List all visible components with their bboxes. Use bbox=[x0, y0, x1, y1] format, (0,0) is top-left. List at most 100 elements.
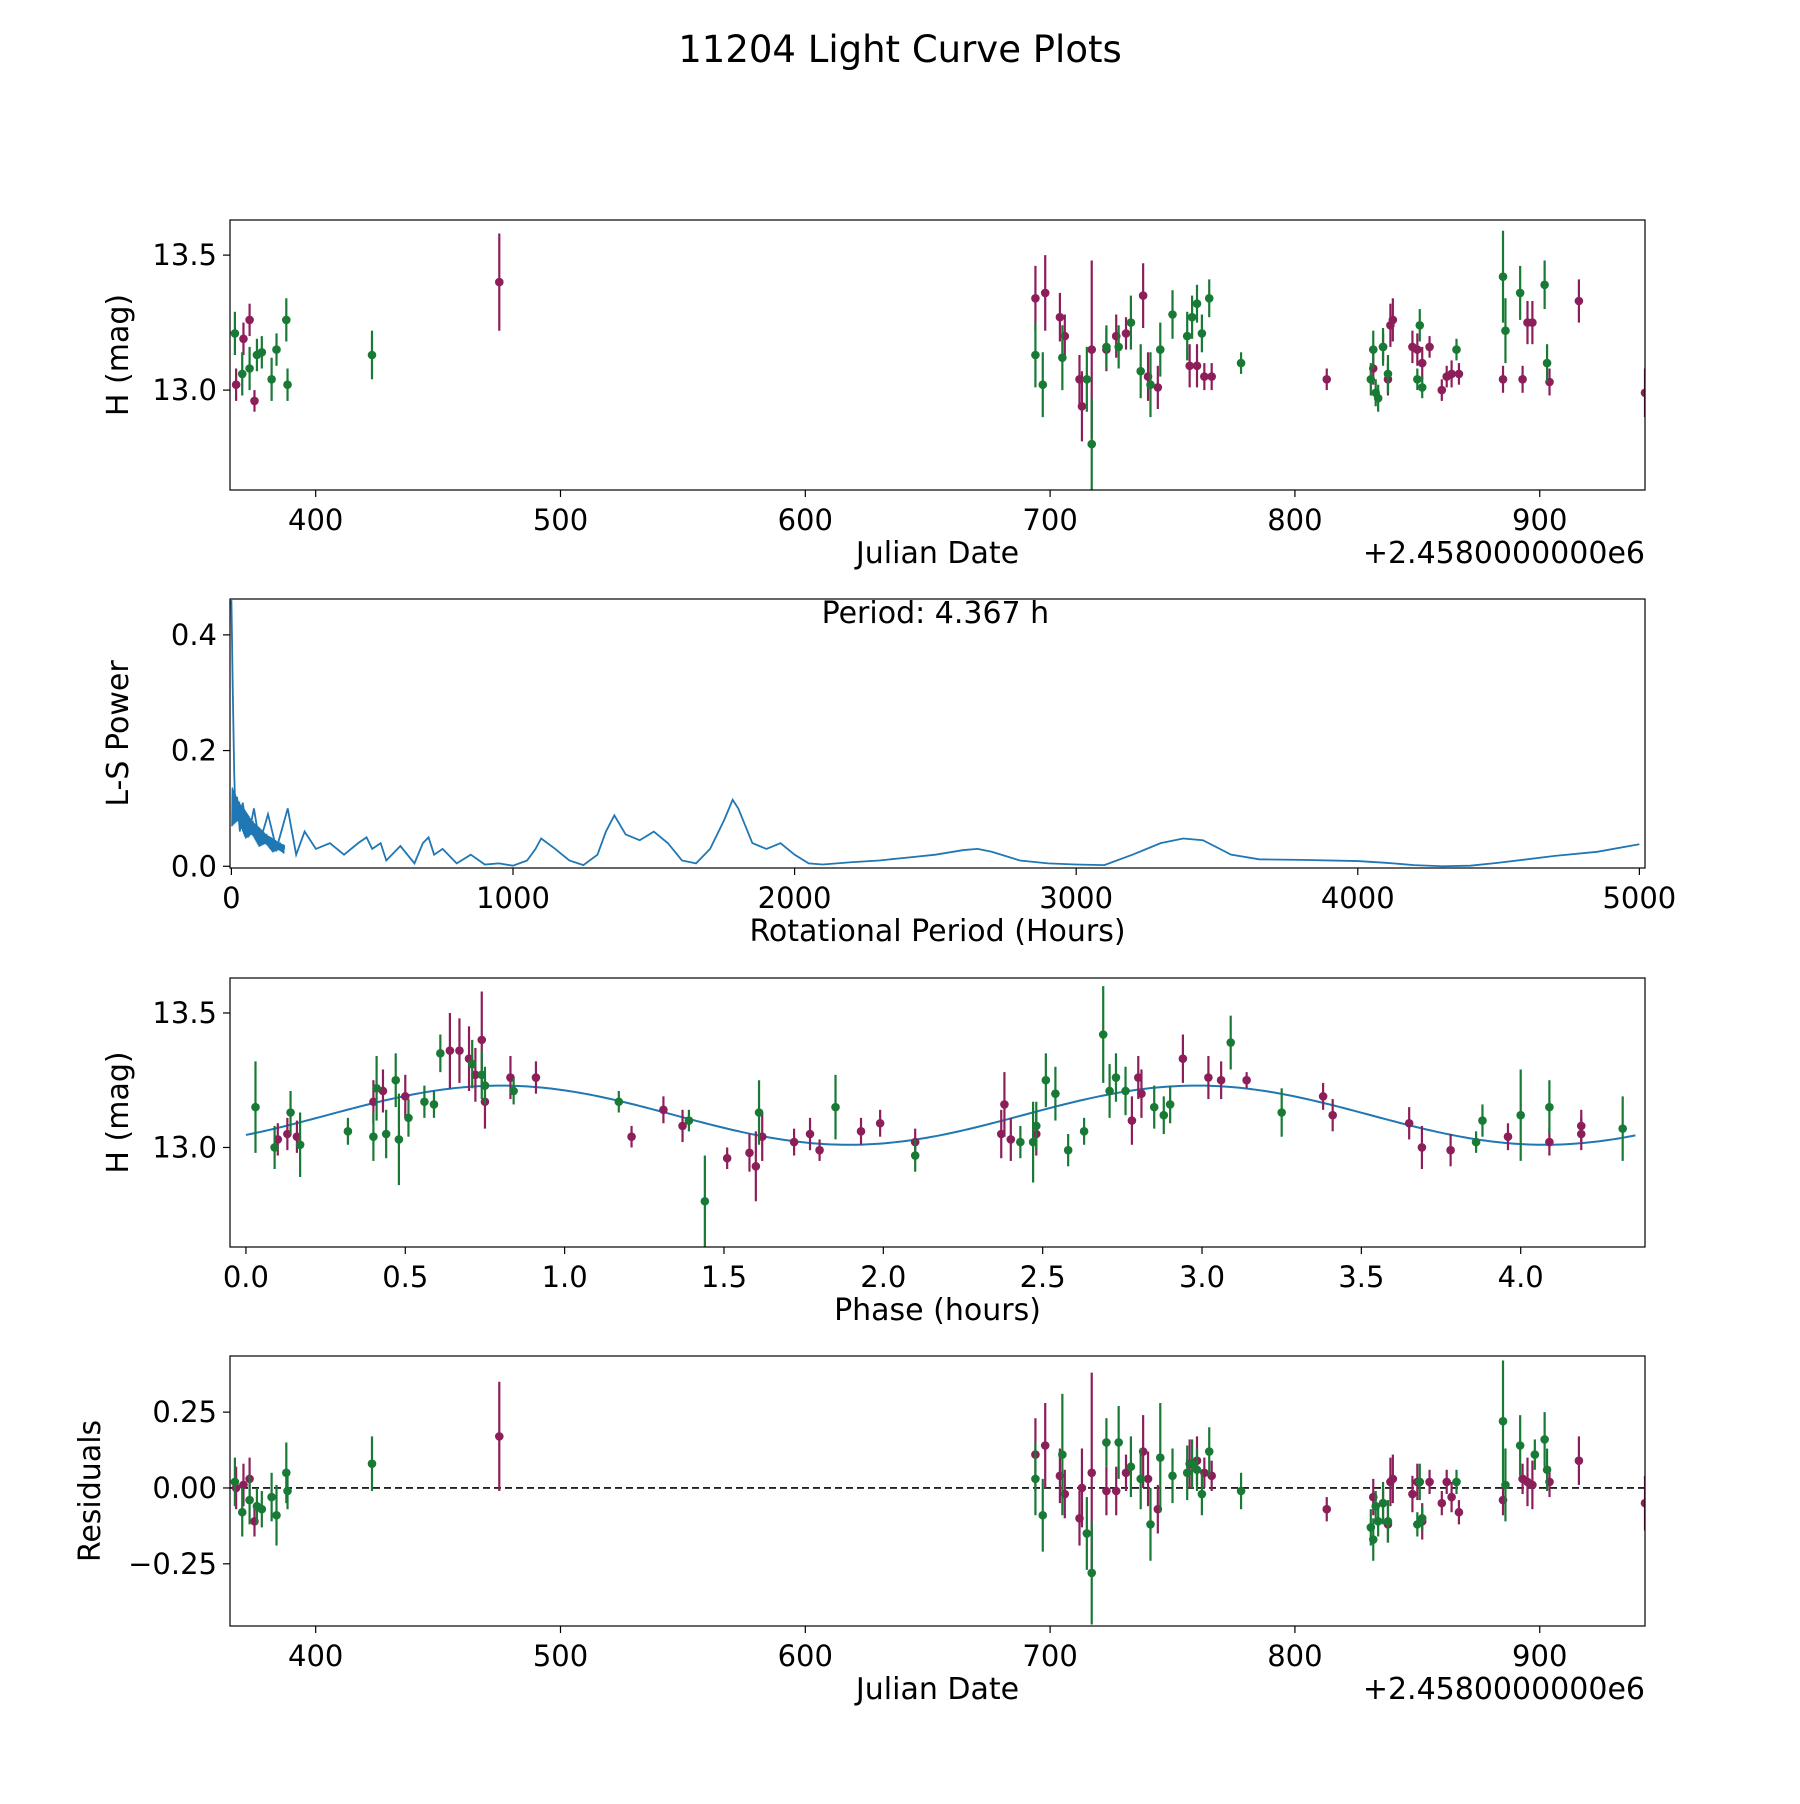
resid-g-point bbox=[1498, 1416, 1508, 1426]
resid-x-axis-label: Julian Date bbox=[854, 1672, 1019, 1707]
phase-r-point bbox=[856, 1127, 866, 1136]
phase-g-point bbox=[831, 1102, 840, 1112]
phase-g-point bbox=[1105, 1086, 1114, 1096]
phase-r-point bbox=[745, 1148, 754, 1158]
phase-x-tick-label: 1.0 bbox=[542, 1260, 588, 1294]
phase-x-tick-label: 2.5 bbox=[1020, 1260, 1066, 1294]
phase-g-point bbox=[369, 1132, 378, 1142]
phase-r-point bbox=[1204, 1073, 1213, 1082]
resid-g-point bbox=[1087, 1568, 1097, 1578]
phase-x-tick-label: 3.0 bbox=[1179, 1260, 1225, 1294]
lc-g-point bbox=[1058, 353, 1067, 363]
phase-g-point bbox=[480, 1081, 490, 1090]
lc-r-point bbox=[1138, 291, 1148, 300]
ls-y-tick-label: 0.0 bbox=[171, 849, 217, 883]
ls-y-axis-label: L-S Power bbox=[101, 660, 136, 807]
phase-plot bbox=[223, 977, 1646, 1254]
resid-g-point bbox=[1155, 1453, 1165, 1462]
ls-data-layer bbox=[230, 600, 1640, 868]
lc-x-tick-label: 500 bbox=[533, 503, 588, 537]
lc-g-point bbox=[1082, 375, 1092, 384]
lc-r-point bbox=[1087, 345, 1097, 354]
phase-r-point bbox=[659, 1105, 668, 1115]
resid-g-point bbox=[282, 1468, 291, 1478]
resid-r-point bbox=[1388, 1474, 1398, 1484]
lc-r-point bbox=[1192, 361, 1202, 371]
lc-data-layer bbox=[230, 230, 1645, 490]
resid-r-point bbox=[1437, 1498, 1447, 1508]
phase-x-tick-label: 0.5 bbox=[382, 1260, 428, 1294]
resid-g-point bbox=[1197, 1489, 1207, 1499]
lc-g-point bbox=[1187, 312, 1197, 322]
resid-g-point bbox=[1415, 1477, 1425, 1487]
lc-r-point bbox=[1574, 296, 1584, 306]
phase-g-point bbox=[1031, 1121, 1041, 1131]
resid-r-point bbox=[1528, 1480, 1537, 1490]
phase-g-point bbox=[509, 1086, 518, 1096]
phase-g-point bbox=[270, 1143, 279, 1152]
lc-plot bbox=[223, 219, 1646, 497]
lc-g-point bbox=[1542, 358, 1552, 368]
phase-r-point bbox=[445, 1046, 455, 1055]
lc-g-point bbox=[1182, 331, 1192, 341]
phase-r-point bbox=[400, 1092, 410, 1101]
lc-g-point bbox=[1146, 380, 1155, 390]
lc-g-point bbox=[1087, 439, 1097, 449]
resid-r-point bbox=[1121, 1468, 1131, 1478]
phase-r-point bbox=[1006, 1135, 1016, 1144]
resid-g-point bbox=[1540, 1435, 1549, 1444]
phase-data-layer bbox=[245, 986, 1636, 1247]
phase-r-point bbox=[1242, 1075, 1251, 1085]
resid-g-point bbox=[1187, 1459, 1197, 1468]
lc-r-point bbox=[1425, 342, 1434, 352]
phase-r-point bbox=[1328, 1110, 1337, 1120]
lc-g-point bbox=[267, 375, 276, 384]
resid-y-tick-label: 0.00 bbox=[152, 1471, 217, 1505]
phase-y-axis-label: H (mag) bbox=[101, 1051, 136, 1173]
phase-r-point bbox=[1503, 1132, 1513, 1142]
phase-g-point bbox=[1545, 1102, 1554, 1112]
resid-x-tick-label: 900 bbox=[1512, 1639, 1567, 1673]
resid-g-point bbox=[1146, 1520, 1155, 1529]
lc-r-point bbox=[250, 396, 259, 406]
resid-g-point bbox=[230, 1477, 240, 1487]
lc-g-point bbox=[1368, 345, 1378, 354]
phase-g-point bbox=[391, 1075, 401, 1085]
ls-power-dense-line bbox=[231, 787, 286, 854]
lc-r-point bbox=[1153, 383, 1163, 392]
ls-x-tick-label: 1000 bbox=[476, 881, 550, 915]
phase-r-point bbox=[531, 1073, 541, 1082]
lc-g-point bbox=[1515, 288, 1525, 298]
lc-r-point bbox=[1498, 375, 1508, 384]
lc-x-tick-label: 900 bbox=[1512, 503, 1567, 537]
resid-g-point bbox=[1082, 1529, 1092, 1538]
resid-frame bbox=[229, 1355, 1646, 1627]
resid-r-point bbox=[1102, 1486, 1111, 1496]
lc-x-tick-label: 800 bbox=[1267, 503, 1322, 537]
resid-g-point bbox=[1542, 1465, 1552, 1475]
phase-g-point bbox=[372, 1083, 381, 1093]
lc-g-point bbox=[1168, 310, 1177, 319]
resid-g-point bbox=[1204, 1447, 1214, 1456]
resid-y-tick-label: −0.25 bbox=[128, 1547, 217, 1581]
lc-g-point bbox=[1366, 375, 1376, 384]
resid-y-axis-label: Residuals bbox=[73, 1420, 108, 1562]
resid-g-point bbox=[1515, 1441, 1525, 1450]
phase-g-point bbox=[1226, 1038, 1235, 1047]
lc-g-point bbox=[1540, 280, 1549, 290]
resid-x-tick-label: 600 bbox=[778, 1639, 833, 1673]
resid-g-point bbox=[283, 1486, 292, 1496]
lc-r-point bbox=[1413, 345, 1422, 354]
phase-r-point bbox=[1137, 1089, 1146, 1098]
phase-g-point bbox=[394, 1135, 404, 1144]
ls-y-tick-label: 0.2 bbox=[171, 734, 217, 768]
phase-g-point bbox=[1121, 1086, 1130, 1096]
phase-r-point bbox=[1178, 1054, 1188, 1063]
lc-r-point bbox=[1185, 361, 1194, 371]
resid-g-point bbox=[237, 1507, 247, 1517]
ls-period-annotation: Period: 4.367 h bbox=[822, 596, 1050, 631]
phase-g-point bbox=[1063, 1145, 1073, 1155]
lc-r-point bbox=[1388, 315, 1398, 325]
phase-g-point bbox=[251, 1102, 260, 1112]
resid-r-point bbox=[1143, 1474, 1153, 1484]
